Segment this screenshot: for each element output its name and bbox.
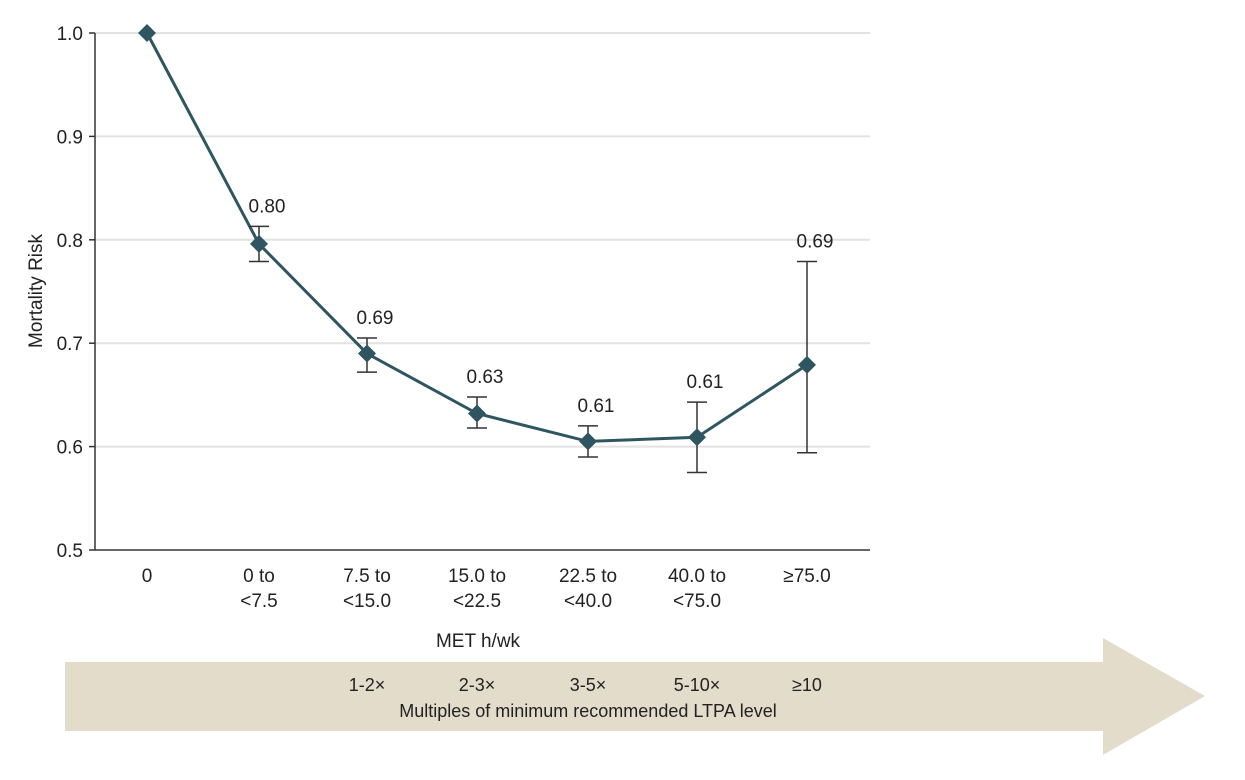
arrow-shape xyxy=(65,638,1205,755)
multiple-label: ≥10 xyxy=(792,675,822,695)
x-tick-label: 22.5 to xyxy=(559,566,617,587)
data-label: 0.61 xyxy=(578,396,615,417)
arrow-label: Multiples of minimum recommended LTPA le… xyxy=(399,701,776,721)
y-tick-label: 1.0 xyxy=(57,24,83,45)
y-tick-label: 0.8 xyxy=(57,231,83,252)
x-tick-label: ≥75.0 xyxy=(783,566,830,587)
x-tick-label: <22.5 xyxy=(453,591,501,612)
data-point-diamond xyxy=(250,234,268,253)
x-tick-label: 0 to xyxy=(243,566,275,587)
x-tick-label: <7.5 xyxy=(240,591,278,612)
y-tick-label: 0.7 xyxy=(57,334,83,355)
x-axis-label: MET h/wk xyxy=(436,631,521,652)
y-tick-label: 0.9 xyxy=(57,127,83,148)
y-axis-label: Mortality Risk xyxy=(26,233,47,348)
ltpa-arrow: 1-2× 2-3× 3-5× 5-10× ≥10 xyxy=(65,638,1205,755)
y-tick-label: 0.6 xyxy=(57,438,83,459)
data-label: 0.61 xyxy=(687,372,724,393)
data-point-diamond xyxy=(138,24,156,42)
x-tick-label: <15.0 xyxy=(343,591,391,612)
x-tick-label: 7.5 to xyxy=(343,566,391,587)
data-point-diamond xyxy=(798,355,816,374)
data-point-diamond xyxy=(468,404,486,423)
x-tick-label: <40.0 xyxy=(564,591,612,612)
multiple-label: 5-10× xyxy=(674,675,721,695)
multiple-label: 3-5× xyxy=(570,675,607,695)
x-tick-label: 15.0 to xyxy=(448,566,506,587)
x-tick-label: 40.0 to xyxy=(668,566,726,587)
data-label: 0.80 xyxy=(249,196,286,217)
multiple-label: 1-2× xyxy=(349,675,386,695)
data-point-diamond xyxy=(688,428,706,447)
x-tick-label: <75.0 xyxy=(673,591,721,612)
data-label: 0.69 xyxy=(357,308,394,329)
data-point-diamond xyxy=(358,344,376,363)
x-tick-label: 0 xyxy=(142,566,153,587)
y-tick-label: 0.5 xyxy=(57,541,83,562)
data-label: 0.69 xyxy=(797,232,834,253)
multiple-label: 2-3× xyxy=(459,675,496,695)
data-label: 0.63 xyxy=(467,367,504,388)
data-point-diamond xyxy=(579,432,597,451)
